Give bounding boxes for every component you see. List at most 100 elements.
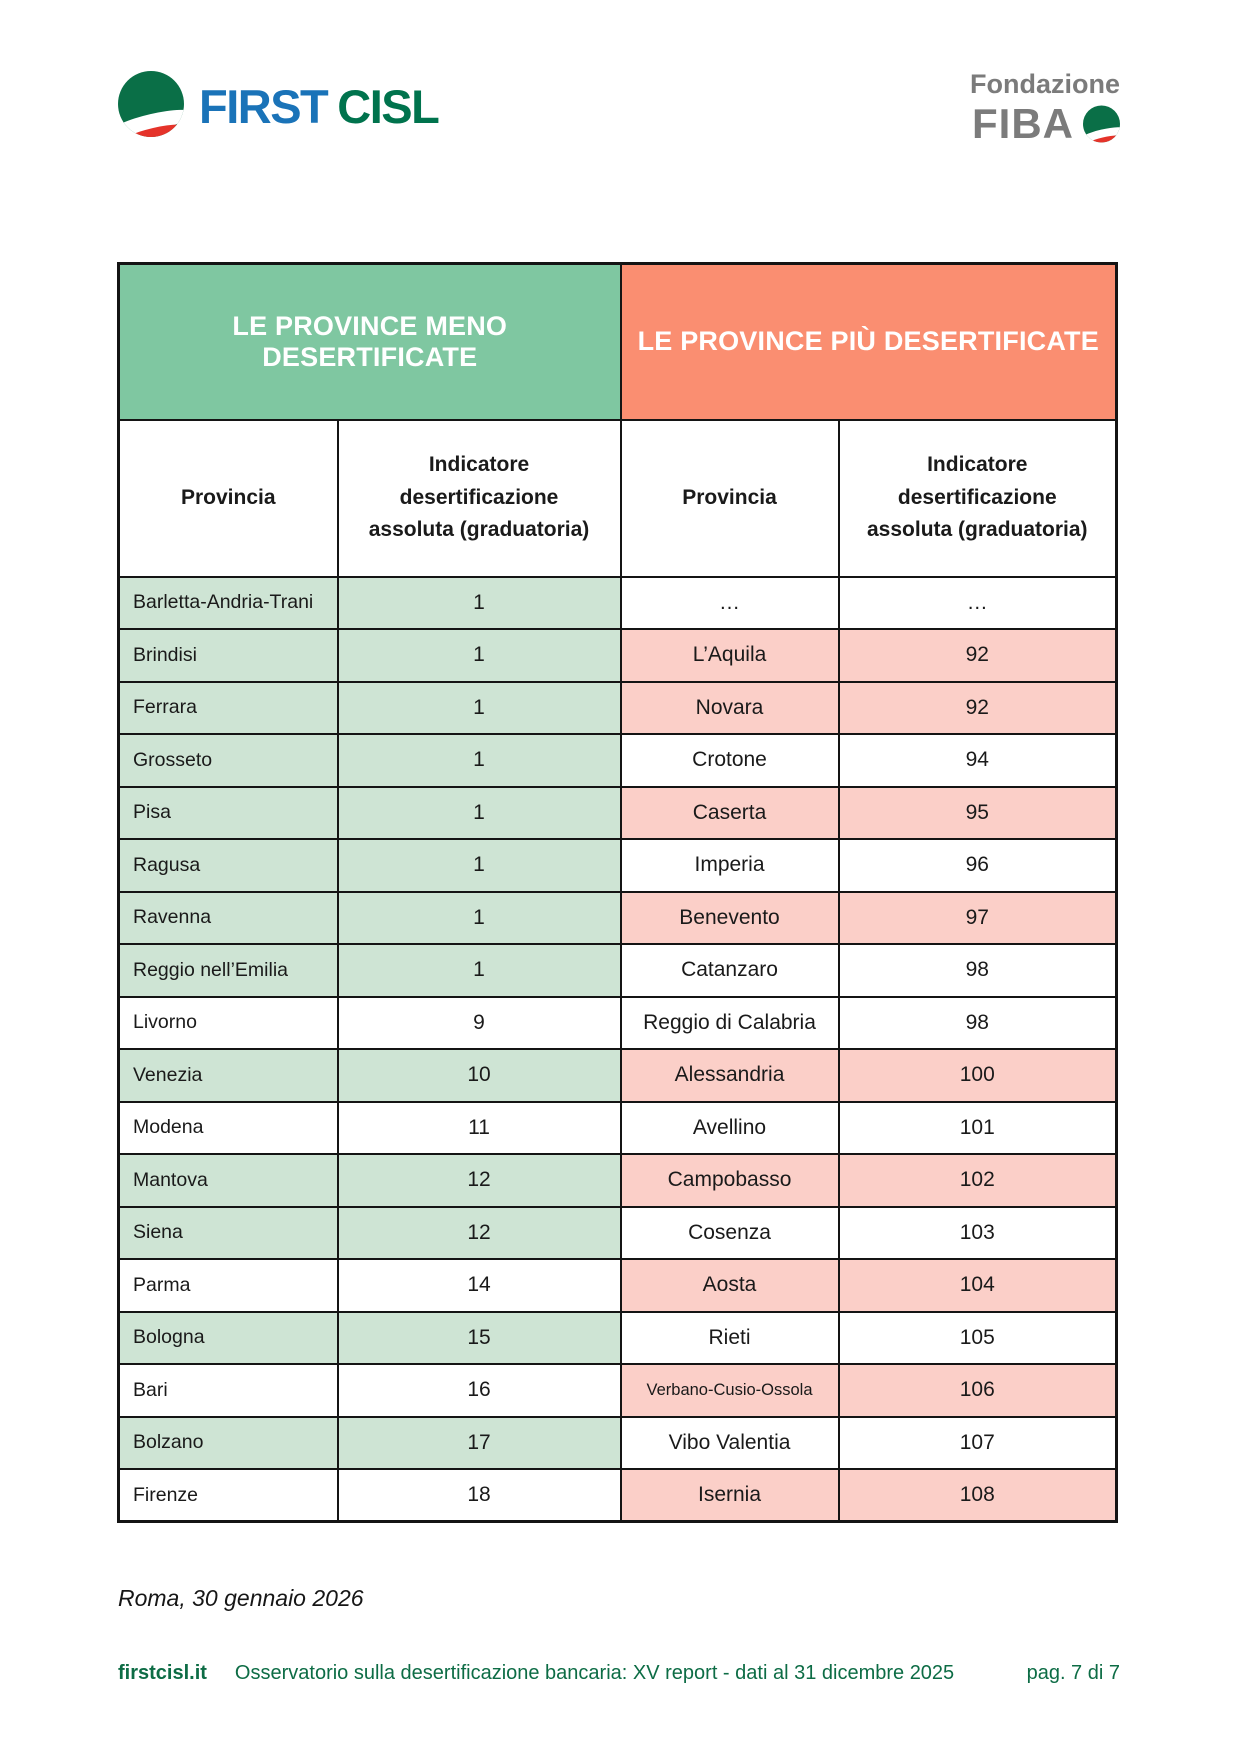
left-province-cell: Brindisi <box>117 628 339 683</box>
right-province-cell: Crotone <box>619 733 840 788</box>
table-row: Venezia 10 Alessandria 100 <box>117 1048 1118 1103</box>
left-province-cell: Modena <box>117 1100 339 1155</box>
left-province-cell: Ragusa <box>117 838 339 893</box>
left-province-cell: Mantova <box>117 1153 339 1208</box>
table-row: Reggio nell’Emilia 1 Catanzaro 98 <box>117 943 1118 998</box>
wordmark-first: FIRST <box>199 79 329 133</box>
table-row: Grosseto 1 Crotone 94 <box>117 733 1118 788</box>
left-province-cell: Ferrara <box>117 680 339 735</box>
left-province-cell: Parma <box>117 1258 339 1313</box>
col-header-indicatore-right: Indicatore desertificazione assoluta (gr… <box>837 418 1118 578</box>
left-indicator-cell: 1 <box>336 680 622 735</box>
left-indicator-cell: 1 <box>336 575 622 630</box>
brand-bar: FIRST CISL Fondazione FIBA <box>118 70 1120 145</box>
left-indicator-cell: 10 <box>336 1048 622 1103</box>
table-row: Barletta-Andria-Trani 1 … … <box>117 575 1118 630</box>
left-province-cell: Siena <box>117 1205 339 1260</box>
left-indicator-cell: 1 <box>336 890 622 945</box>
right-indicator-cell: 106 <box>837 1363 1118 1418</box>
right-indicator-cell: 95 <box>837 785 1118 840</box>
band-header-meno-desertificate: LE PROVINCE MENO DESERTIFICATE <box>117 262 622 421</box>
fiba-label: FIBA <box>972 100 1074 148</box>
table-row: Ravenna 1 Benevento 97 <box>117 890 1118 945</box>
table-row: Pisa 1 Caserta 95 <box>117 785 1118 840</box>
right-province-cell: … <box>619 575 840 630</box>
cisl-ball-icon <box>118 70 184 138</box>
table-row: Mantova 12 Campobasso 102 <box>117 1153 1118 1208</box>
right-province-cell: Caserta <box>619 785 840 840</box>
table-row: Livorno 9 Reggio di Calabria 98 <box>117 995 1118 1050</box>
page-footer: firstcisl.it Osservatorio sulla desertif… <box>118 1662 1120 1685</box>
fondazione-fiba-logo: Fondazione FIBA <box>970 70 1120 145</box>
left-indicator-cell: 9 <box>336 995 622 1050</box>
right-province-cell: Novara <box>619 680 840 735</box>
right-indicator-cell: 98 <box>837 943 1118 998</box>
right-indicator-cell: 97 <box>837 890 1118 945</box>
first-cisl-wordmark: FIRST CISL <box>199 79 440 133</box>
table-row: Firenze 18 Isernia 108 <box>117 1468 1118 1523</box>
col-header-provincia-left: Provincia <box>117 418 339 578</box>
left-province-cell: Firenze <box>117 1468 339 1523</box>
table-row: Bari 16 Verbano-Cusio-Ossola 106 <box>117 1363 1118 1418</box>
footer-report-title: Osservatorio sulla desertificazione banc… <box>234 1662 955 1684</box>
right-province-cell: Avellino <box>619 1100 840 1155</box>
left-indicator-cell: 1 <box>336 943 622 998</box>
fiba-ball-icon <box>1083 105 1120 143</box>
right-province-cell: Benevento <box>619 890 840 945</box>
table-row: Ferrara 1 Novara 92 <box>117 680 1118 735</box>
right-indicator-cell: 101 <box>837 1100 1118 1155</box>
table-row: Ragusa 1 Imperia 96 <box>117 838 1118 893</box>
col-header-indicatore-left: Indicatore desertificazione assoluta (gr… <box>336 418 622 578</box>
right-indicator-cell: … <box>837 575 1118 630</box>
right-indicator-cell: 96 <box>837 838 1118 893</box>
wordmark-cisl: CISL <box>337 79 440 133</box>
footer-page-number: pag. 7 di 7 <box>1026 1662 1120 1684</box>
right-indicator-cell: 94 <box>837 733 1118 788</box>
left-province-cell: Bari <box>117 1363 339 1418</box>
left-indicator-cell: 16 <box>336 1363 622 1418</box>
band-header-piu-desertificate: LE PROVINCE PIÙ DESERTIFICATE <box>619 262 1118 421</box>
left-indicator-cell: 1 <box>336 733 622 788</box>
table-row: Parma 14 Aosta 104 <box>117 1258 1118 1313</box>
right-province-cell: Vibo Valentia <box>619 1415 840 1470</box>
right-indicator-cell: 107 <box>837 1415 1118 1470</box>
right-indicator-cell: 102 <box>837 1153 1118 1208</box>
right-indicator-cell: 98 <box>837 995 1118 1050</box>
left-indicator-cell: 15 <box>336 1310 622 1365</box>
left-indicator-cell: 18 <box>336 1468 622 1523</box>
left-indicator-cell: 1 <box>336 838 622 893</box>
table-row: Modena 11 Avellino 101 <box>117 1100 1118 1155</box>
right-province-cell: Reggio di Calabria <box>619 995 840 1050</box>
left-province-cell: Livorno <box>117 995 339 1050</box>
left-province-cell: Ravenna <box>117 890 339 945</box>
fondazione-label: Fondazione <box>970 69 1120 99</box>
right-province-cell: Rieti <box>619 1310 840 1365</box>
date-line: Roma, 30 gennaio 2026 <box>118 1585 364 1611</box>
left-indicator-cell: 1 <box>336 785 622 840</box>
right-indicator-cell: 105 <box>837 1310 1118 1365</box>
table-row: Bologna 15 Rieti 105 <box>117 1310 1118 1365</box>
left-province-cell: Bologna <box>117 1310 339 1365</box>
right-province-cell: Verbano-Cusio-Ossola <box>619 1363 840 1418</box>
left-province-cell: Grosseto <box>117 733 339 788</box>
left-indicator-cell: 17 <box>336 1415 622 1470</box>
right-indicator-cell: 92 <box>837 680 1118 735</box>
left-indicator-cell: 1 <box>336 628 622 683</box>
left-indicator-cell: 14 <box>336 1258 622 1313</box>
left-indicator-cell: 12 <box>336 1205 622 1260</box>
right-indicator-cell: 108 <box>837 1468 1118 1523</box>
band-header-row: LE PROVINCE MENO DESERTIFICATE LE PROVIN… <box>117 262 1118 421</box>
right-province-cell: Isernia <box>619 1468 840 1523</box>
left-province-cell: Venezia <box>117 1048 339 1103</box>
fiba-row: FIBA <box>972 103 1120 145</box>
left-province-cell: Pisa <box>117 785 339 840</box>
right-indicator-cell: 100 <box>837 1048 1118 1103</box>
footer-site-link[interactable]: firstcisl.it <box>118 1662 207 1684</box>
left-indicator-cell: 11 <box>336 1100 622 1155</box>
right-indicator-cell: 103 <box>837 1205 1118 1260</box>
table-row: Bolzano 17 Vibo Valentia 107 <box>117 1415 1118 1470</box>
right-province-cell: L’Aquila <box>619 628 840 683</box>
column-header-row: Provincia Indicatore desertificazione as… <box>117 418 1118 578</box>
right-indicator-cell: 104 <box>837 1258 1118 1313</box>
